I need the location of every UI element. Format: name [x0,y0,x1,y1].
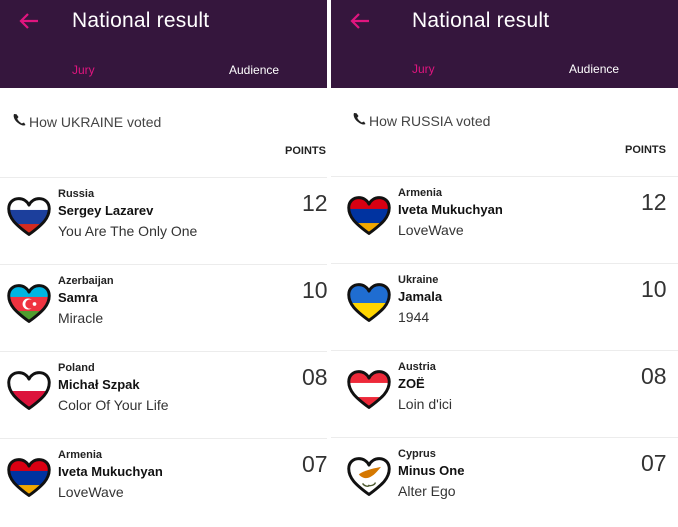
country-name: Cyprus [398,448,436,460]
points-value: 12 [641,189,667,215]
app-header: National result Jury Audience [0,0,327,88]
voting-country-label: How UKRAINE voted [29,113,162,130]
flag-heart-icon [7,284,51,323]
voting-country-label: How RUSSIA voted [369,112,491,129]
country-name: Azerbaijan [58,275,114,287]
points-value: 10 [302,277,327,303]
tab-audience[interactable]: Audience [569,62,620,76]
points-value: 12 [302,190,327,216]
flag-heart-icon [347,370,391,409]
phone-icon [12,113,29,130]
result-row[interactable]: Azerbaijan Samra Miracle 10 [0,264,327,351]
tab-jury[interactable]: Jury [72,63,95,77]
flag-heart-icon [7,197,51,236]
result-row[interactable]: Ukraine Jamala 1944 10 [331,263,678,350]
song-title: Loin d'ici [398,396,453,412]
artist-name: Michał Szpak [58,377,140,392]
result-row[interactable]: Austria ZOË Loin d'ici 08 [331,350,678,437]
voting-country-heading: How RUSSIA voted [352,112,490,129]
artist-name: Samra [58,290,98,305]
country-name: Poland [58,362,95,374]
artist-name: ZOË [398,376,425,391]
song-title: Color Of Your Life [58,397,169,413]
result-row[interactable]: Armenia Iveta Mukuchyan LoveWave 07 [0,438,327,525]
country-name: Ukraine [398,274,439,286]
tab-audience[interactable]: Audience [229,63,280,77]
phone-icon [352,112,369,129]
song-title: 1944 [398,309,430,325]
points-column-header: POINTS [625,144,666,156]
points-value: 08 [302,364,327,390]
left-panel: National result Jury Audience How UKRAIN… [0,0,327,527]
points-value: 07 [302,451,327,477]
flag-heart-icon [7,371,51,410]
page-title: National result [72,9,210,32]
voting-country-heading: How UKRAINE voted [12,113,161,130]
panel-divider [327,0,331,527]
result-row[interactable]: Russia Sergey Lazarev You Are The Only O… [0,177,327,264]
country-name: Armenia [58,449,103,461]
tab-jury[interactable]: Jury [412,62,435,76]
country-name: Austria [398,361,436,373]
right-panel: National result Jury Audience How RUSSIA… [331,0,678,527]
flag-heart-icon [347,283,391,322]
points-value: 10 [641,276,667,302]
points-column-header: POINTS [285,145,326,157]
song-title: LoveWave [398,222,464,238]
artist-name: Iveta Mukuchyan [398,202,503,217]
back-arrow-icon[interactable] [349,10,371,32]
flag-heart-icon [347,457,391,496]
artist-name: Jamala [398,289,443,304]
flag-heart-icon [347,196,391,235]
artist-name: Sergey Lazarev [58,203,154,218]
points-value: 08 [641,363,667,389]
artist-name: Minus One [398,463,465,478]
song-title: Alter Ego [398,483,456,499]
back-arrow-icon[interactable] [18,10,40,32]
country-name: Armenia [398,187,443,199]
song-title: You Are The Only One [58,223,198,239]
points-value: 07 [641,450,667,476]
song-title: LoveWave [58,484,124,500]
country-name: Russia [58,188,95,200]
page-title: National result [412,9,550,32]
song-title: Miracle [58,310,104,326]
app-header: National result Jury Audience [331,0,678,88]
flag-heart-icon [7,458,51,497]
result-row[interactable]: Armenia Iveta Mukuchyan LoveWave 12 [331,176,678,263]
result-row[interactable]: Poland Michał Szpak Color Of Your Life 0… [0,351,327,438]
artist-name: Iveta Mukuchyan [58,464,163,479]
result-row[interactable]: Cyprus Minus One Alter Ego 07 [331,437,678,524]
